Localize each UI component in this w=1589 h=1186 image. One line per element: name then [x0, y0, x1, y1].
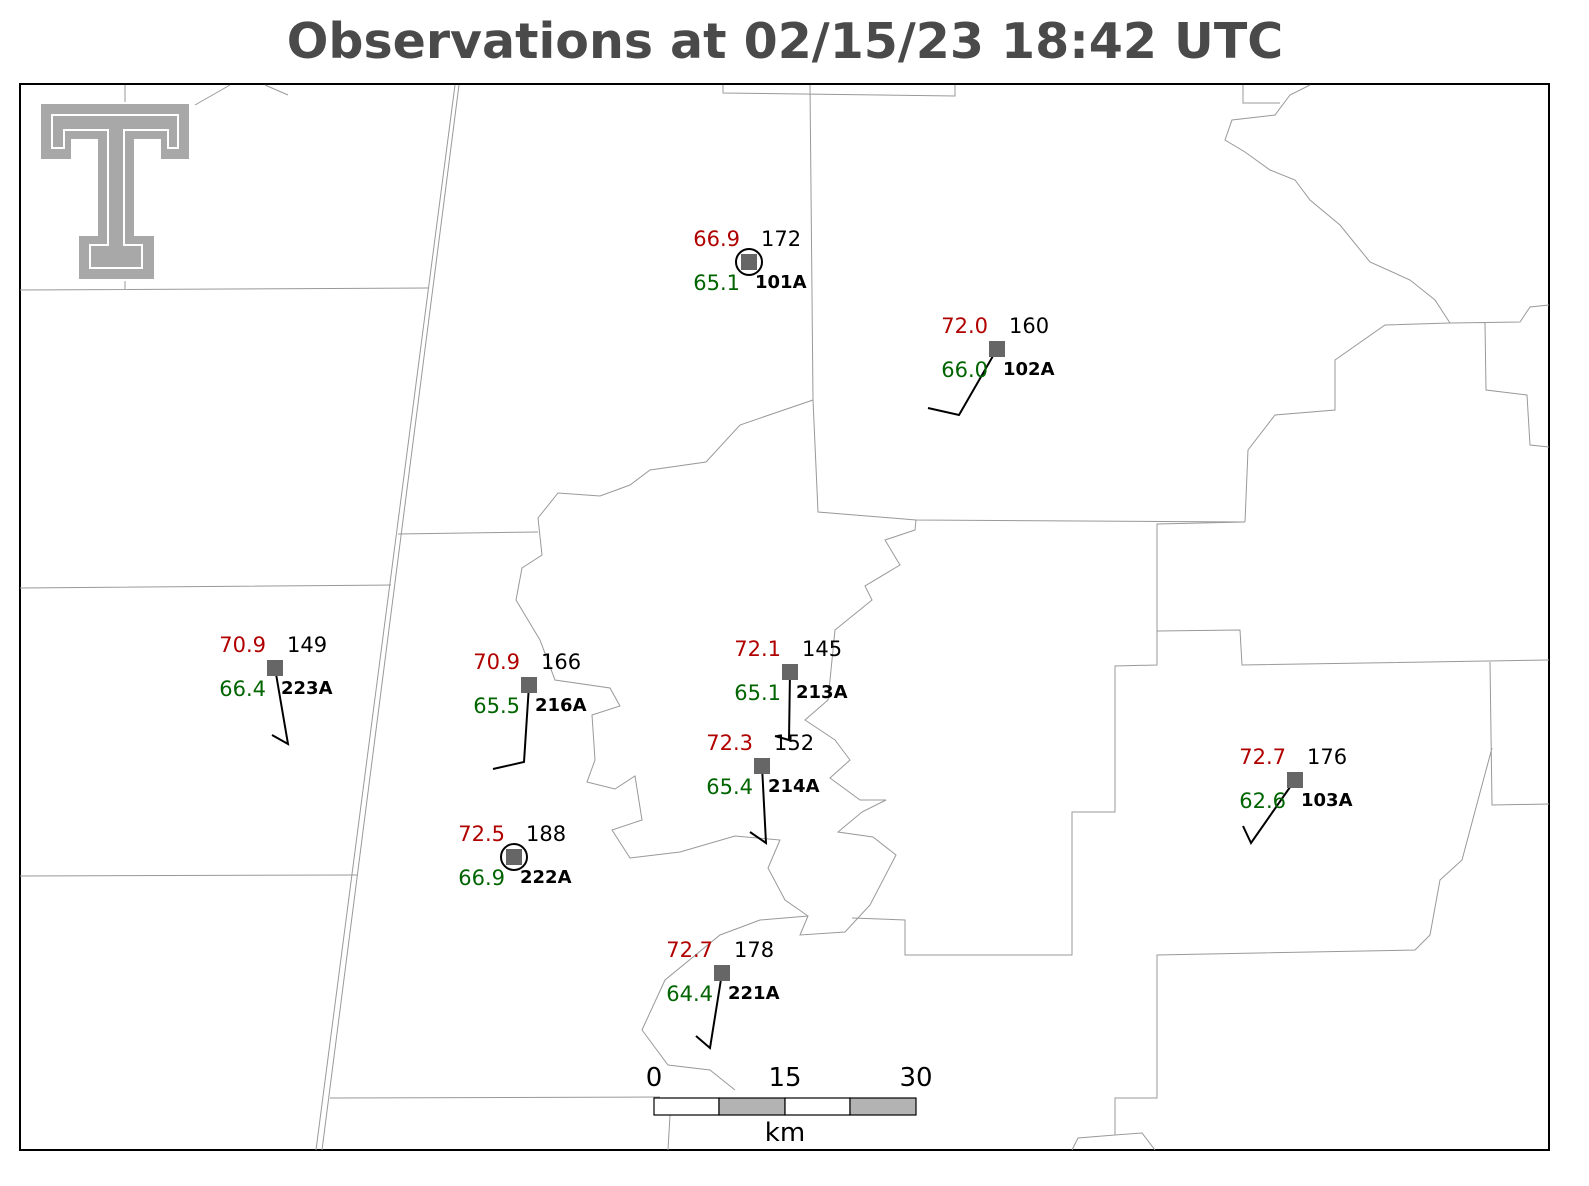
scale-label: 0 [646, 1063, 663, 1093]
calm-circle [735, 248, 763, 276]
pressure: 188 [526, 822, 566, 846]
station-marker [506, 849, 522, 865]
temperature: 70.9 [473, 650, 520, 674]
wind-barb [695, 972, 723, 1050]
station-id: 213A [796, 682, 848, 703]
temperature: 72.7 [666, 938, 713, 962]
station-id: 221A [728, 983, 780, 1004]
temperature: 66.9 [693, 227, 740, 251]
dewpoint: 65.5 [473, 694, 520, 718]
temperature: 72.3 [706, 731, 753, 755]
pressure: 172 [761, 227, 801, 251]
station-marker [754, 758, 770, 774]
pressure: 176 [1307, 745, 1347, 769]
pressure: 166 [541, 650, 581, 674]
temperature: 72.0 [941, 314, 988, 338]
wind-barb [271, 667, 290, 746]
wind-barb [749, 765, 768, 845]
dewpoint: 66.0 [941, 358, 988, 382]
temperature: 72.5 [458, 822, 505, 846]
wind-barb [774, 671, 791, 742]
station-id: 101A [755, 272, 807, 293]
boundaries [19, 84, 1550, 1151]
map-frame [19, 83, 1550, 1151]
station-marker [521, 677, 537, 693]
station-id: 214A [768, 776, 820, 797]
title: Observations at 02/15/23 18:42 UTC [287, 13, 1283, 70]
scale-label: 30 [899, 1063, 932, 1093]
wind-barb [927, 348, 998, 417]
station-marker [989, 341, 1005, 357]
station-id: 223A [281, 678, 333, 699]
pressure: 152 [774, 731, 814, 755]
temperature: 72.1 [734, 637, 781, 661]
temperature: 72.7 [1239, 745, 1286, 769]
pressure: 145 [802, 637, 842, 661]
station-id: 103A [1301, 790, 1353, 811]
dewpoint: 66.4 [219, 677, 266, 701]
scale-label: 15 [768, 1063, 801, 1093]
station-id: 102A [1003, 359, 1055, 380]
calm-circle [500, 843, 528, 871]
station-marker [741, 254, 757, 270]
scale-bar [653, 1097, 917, 1116]
station-marker [782, 664, 798, 680]
dewpoint: 65.4 [706, 775, 753, 799]
wind-barb [492, 684, 530, 770]
logo [39, 102, 191, 281]
station-id: 216A [535, 695, 587, 716]
scale-unit: km [765, 1118, 805, 1148]
temperature: 70.9 [219, 633, 266, 657]
wind-barb [1242, 779, 1296, 845]
station-id: 222A [520, 867, 572, 888]
dewpoint: 65.1 [693, 271, 740, 295]
pressure: 160 [1009, 314, 1049, 338]
dewpoint: 65.1 [734, 681, 781, 705]
pressure: 178 [734, 938, 774, 962]
station-marker [714, 965, 730, 981]
station-marker [267, 660, 283, 676]
dewpoint: 66.9 [458, 866, 505, 890]
pressure: 149 [287, 633, 327, 657]
dewpoint: 64.4 [666, 982, 713, 1006]
dewpoint: 62.6 [1239, 789, 1286, 813]
station-marker [1287, 772, 1303, 788]
